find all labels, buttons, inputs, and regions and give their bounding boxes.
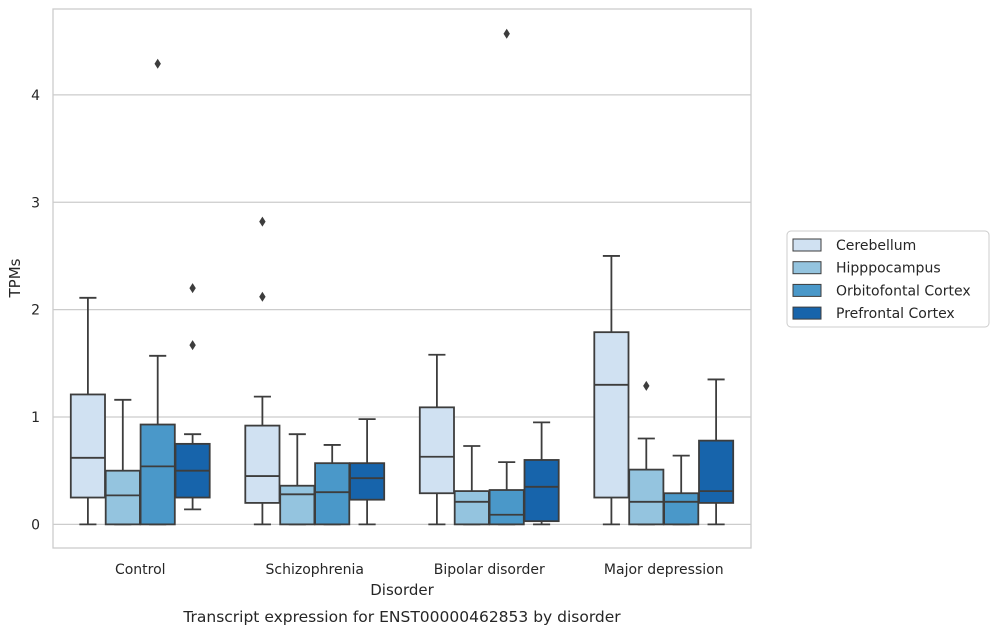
box <box>139 423 176 526</box>
box <box>593 331 630 499</box>
outlier-point <box>189 283 196 294</box>
box-group <box>418 353 455 526</box>
x-axis-ticks: Control Schizophrenia Bipolar disorder Majo… <box>115 562 724 578</box>
x-tick-label: Schizophrenia <box>266 562 364 578</box>
legend-swatch <box>792 283 822 297</box>
box <box>488 489 525 526</box>
chart-caption: Transcript expression for ENST0000046285… <box>182 608 621 626</box>
box <box>349 462 386 501</box>
box <box>628 468 665 526</box>
box-group <box>279 433 316 526</box>
outlier-point <box>503 28 510 39</box>
y-axis-ticks: 0 1 2 3 4 <box>31 88 40 533</box>
y-tick-label: 1 <box>31 410 40 426</box>
x-axis-label: Disorder <box>370 581 434 599</box>
box-group <box>698 378 735 526</box>
legend-swatch <box>792 306 822 320</box>
x-tick-label: Bipolar disorder <box>434 562 545 578</box>
legend-label: Orbitofontal Cortex <box>836 283 971 299</box>
box-group <box>349 418 386 526</box>
y-axis-label: TPMs <box>6 258 24 298</box>
box <box>698 439 735 504</box>
y-tick-label: 4 <box>31 88 40 104</box>
box <box>453 490 490 526</box>
x-tick-label: Control <box>115 562 166 578</box>
box-group <box>244 216 281 526</box>
box <box>418 406 455 495</box>
box-group <box>104 398 141 526</box>
box-group <box>628 380 665 526</box>
outlier-point <box>154 58 161 69</box>
y-tick-label: 0 <box>31 517 40 533</box>
legend-swatch <box>792 261 822 275</box>
box-group <box>174 283 211 511</box>
box <box>69 393 106 499</box>
box-group <box>69 296 106 526</box>
legend: Cerebellum Hipppocampus Orbitofontal Corte… <box>786 230 990 328</box>
box <box>314 462 351 526</box>
y-tick-label: 3 <box>31 195 40 211</box>
outlier-point <box>643 380 650 391</box>
box-group <box>663 454 700 526</box>
plot-area <box>69 28 735 526</box>
box-group <box>488 28 525 526</box>
plot-frame <box>52 8 752 549</box>
box <box>104 469 141 526</box>
legend-label: Prefrontal Cortex <box>836 306 955 322</box>
box-group <box>314 444 351 526</box>
outlier-point <box>189 340 196 351</box>
box <box>244 424 281 504</box>
box-group <box>453 445 490 526</box>
y-tick-label: 2 <box>31 303 40 319</box>
box-group <box>593 255 630 526</box>
legend-swatch <box>792 238 822 252</box>
legend-frame <box>786 230 990 328</box>
box <box>663 492 700 526</box>
box <box>523 459 560 523</box>
x-tick-label: Major depression <box>604 562 724 578</box>
box-group <box>523 421 560 526</box>
legend-label: Cerebellum <box>836 238 916 254</box>
box <box>279 484 316 526</box>
outlier-point <box>259 216 266 227</box>
legend-label: Hipppocampus <box>836 261 941 277</box>
outlier-point <box>259 291 266 302</box>
